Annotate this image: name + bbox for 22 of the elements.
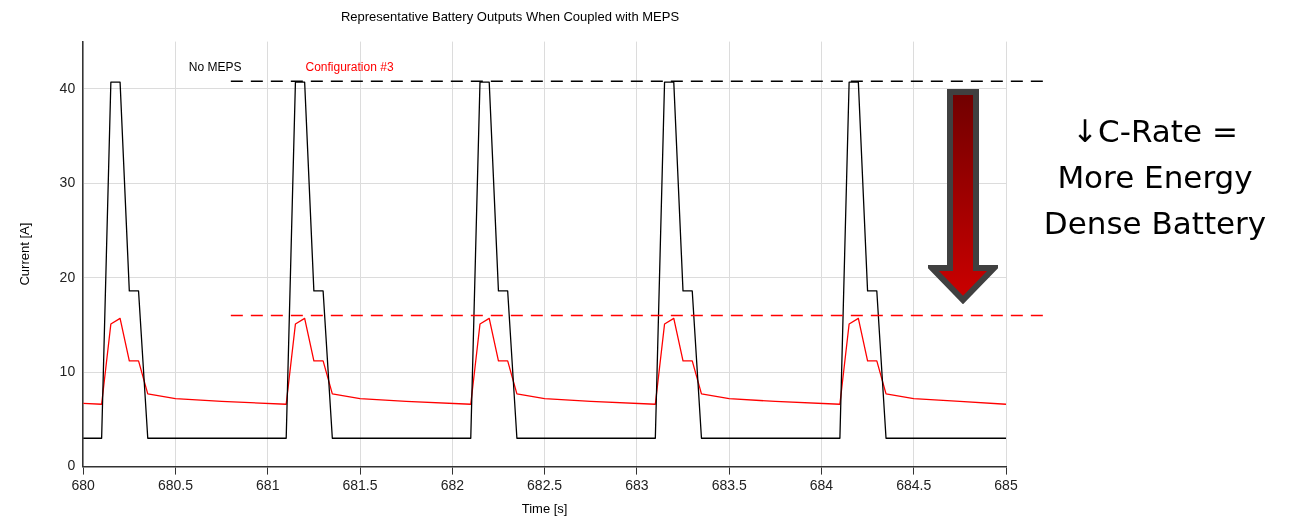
ref-line-label: No MEPS xyxy=(188,59,242,74)
chart-title: Representative Battery Outputs When Coupled with MEPS xyxy=(340,9,680,25)
x-tick-label: 681 xyxy=(256,476,280,493)
x-tick-label: 680.5 xyxy=(157,476,194,493)
x-tick-label: 684 xyxy=(809,476,834,493)
x-tick-label: 683 xyxy=(625,476,649,493)
text: ↓C-Rate = More Energy Dense Battery xyxy=(1042,112,1268,243)
y-tick-label: 0 xyxy=(67,457,76,474)
y-tick-label: 20 xyxy=(59,268,76,285)
y-axis-title: Current [A] xyxy=(17,222,33,286)
y-tick-label: 30 xyxy=(59,174,76,191)
x-tick-label: 683.5 xyxy=(711,476,747,493)
y-tick-label: 40 xyxy=(59,79,76,96)
x-tick-label: 685 xyxy=(994,476,1018,493)
ref-line-label: Configuration #3 xyxy=(305,59,394,74)
x-tick-label: 680 xyxy=(71,476,96,493)
x-tick-label: 682 xyxy=(440,476,465,493)
y-tick-label: 10 xyxy=(59,363,76,380)
x-tick-label: 681.5 xyxy=(342,476,378,493)
x-tick-label: 684.5 xyxy=(896,476,932,493)
x-axis-title: Time [s] xyxy=(521,500,568,516)
x-tick-label: 682.5 xyxy=(527,476,563,493)
